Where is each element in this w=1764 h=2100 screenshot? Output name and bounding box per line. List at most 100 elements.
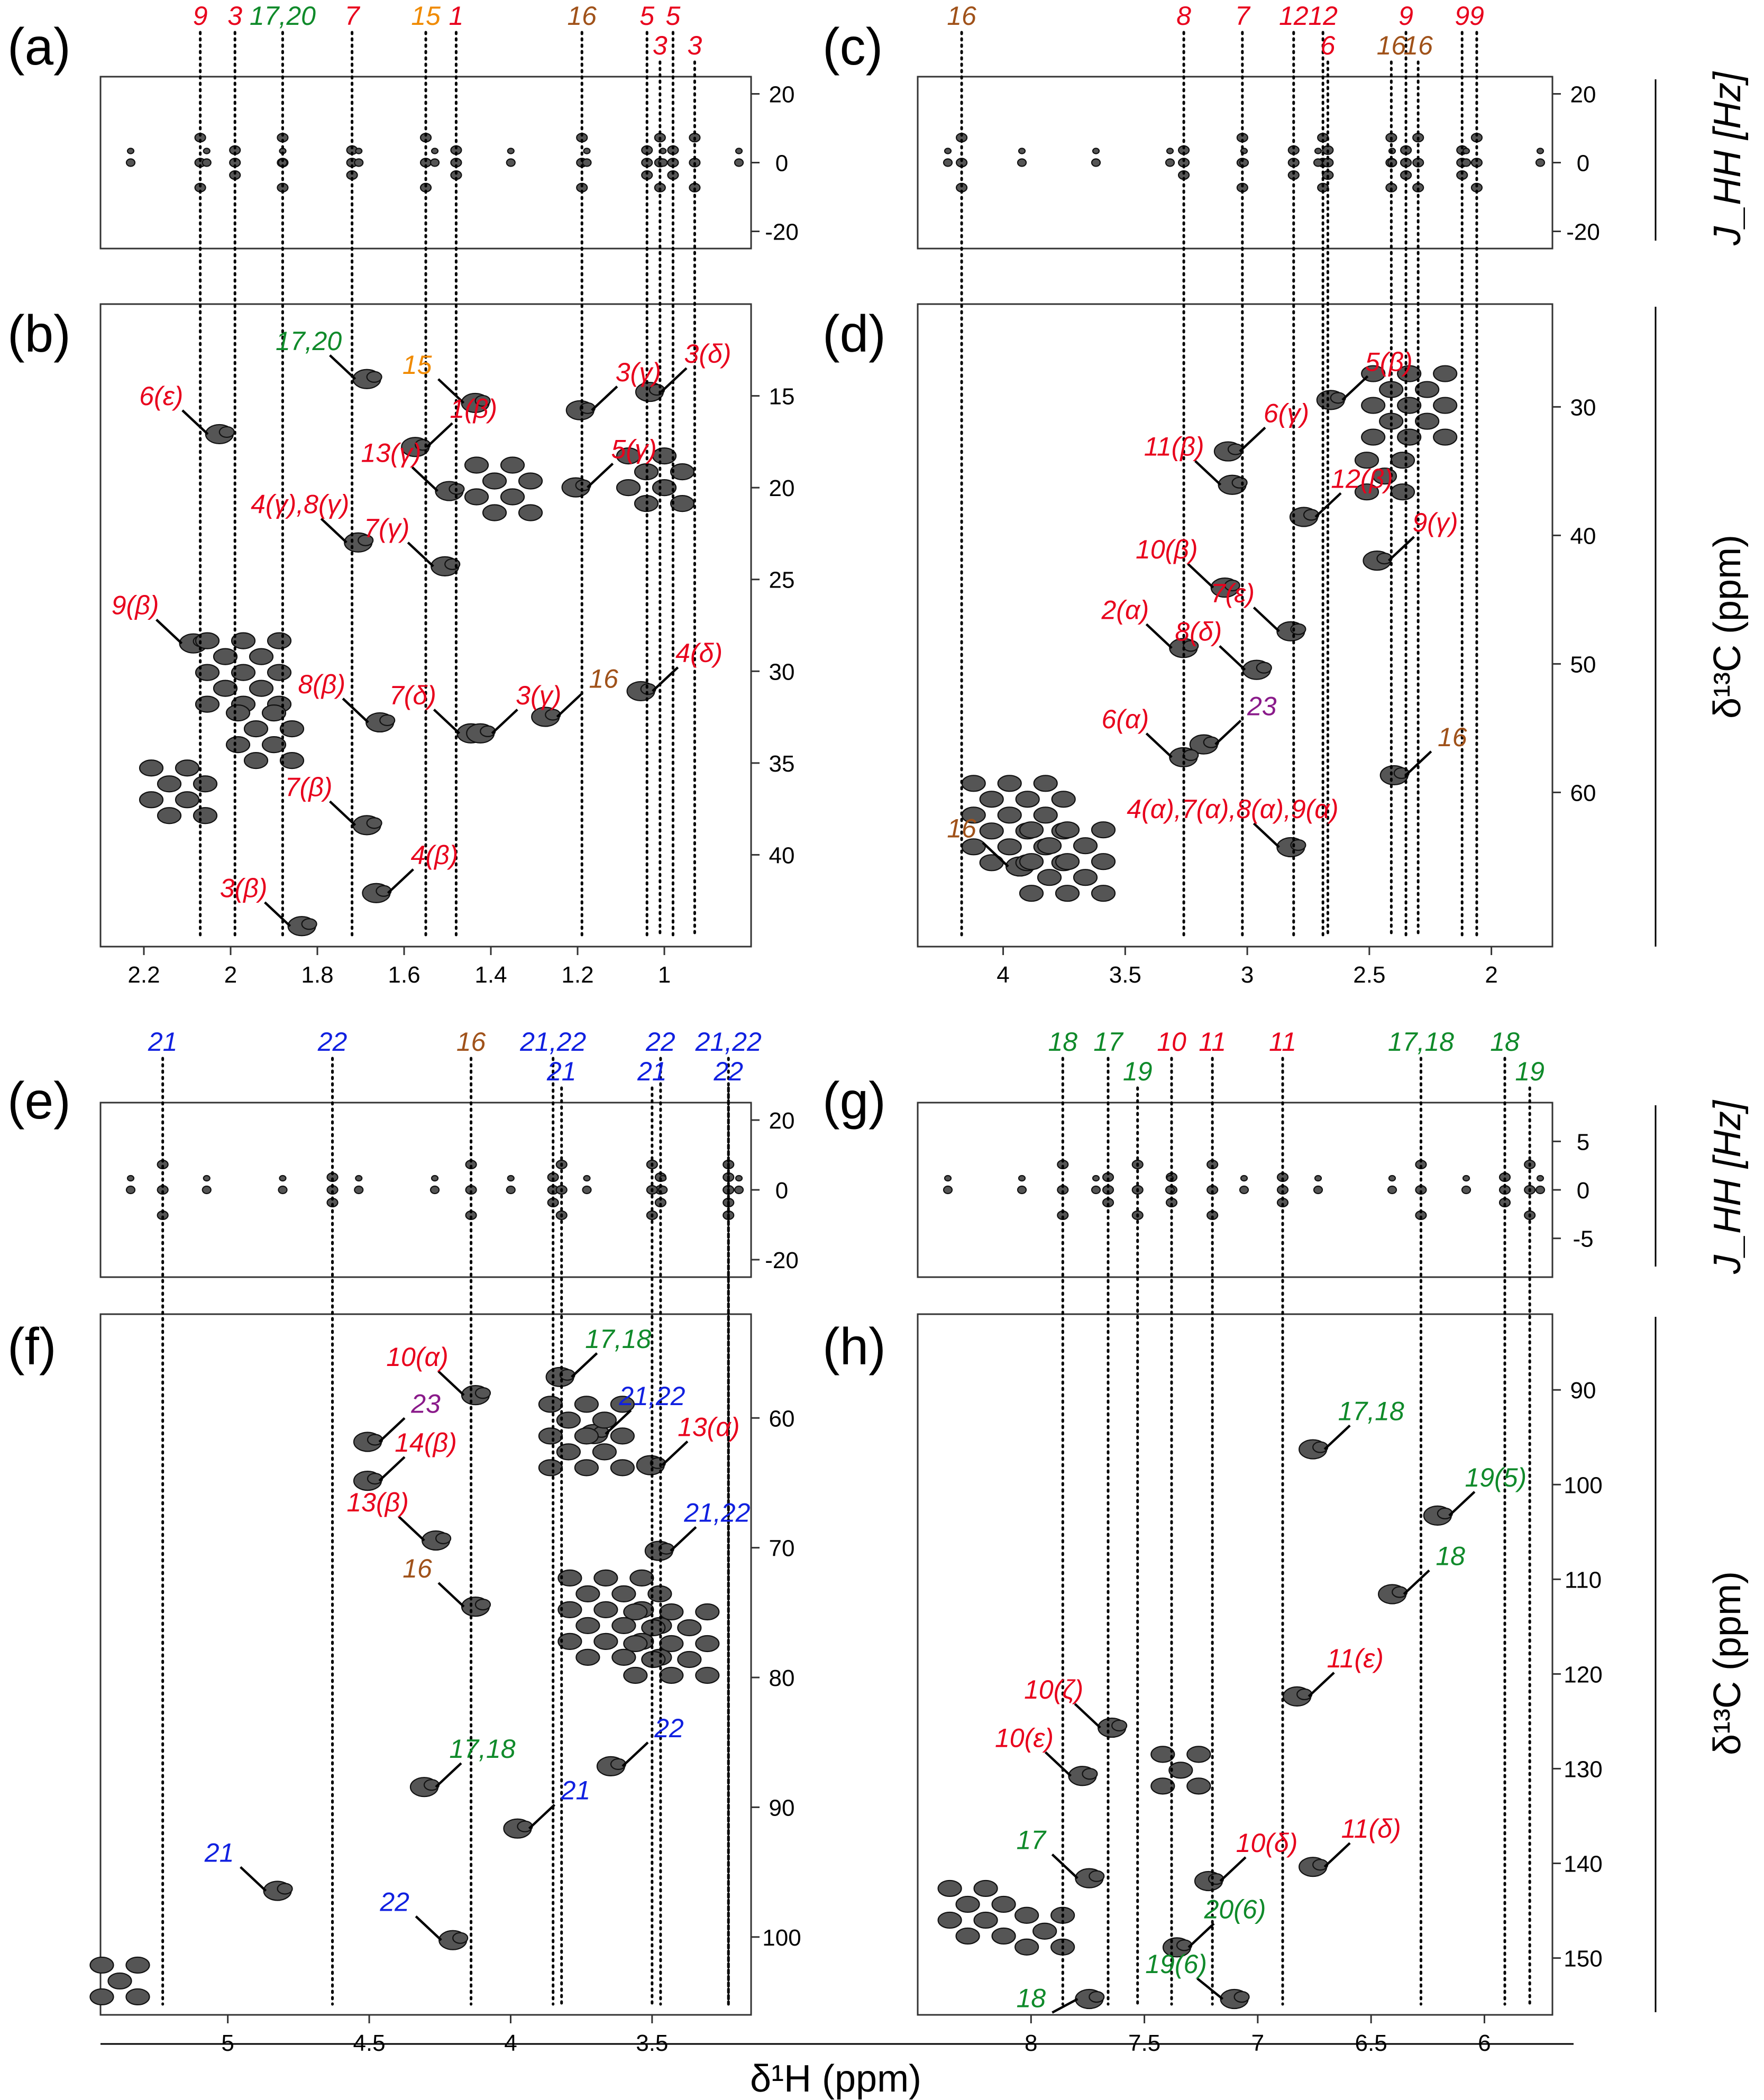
panel-g-peak-label: 18	[1048, 1027, 1077, 1057]
panel-b-leader-line	[433, 709, 460, 735]
panel-f-cluster-peak	[695, 1666, 720, 1684]
panel-f-cluster-peak	[593, 1601, 618, 1618]
panel-h-annotation: 11(δ)	[1341, 1814, 1401, 1844]
c13-axis-title-top: δ¹³C (ppm)	[1706, 535, 1749, 719]
panel-c-multiplet-peak	[1091, 158, 1101, 167]
panel-b-xtick-label: 1.8	[301, 962, 333, 988]
panel-f-cluster-peak	[575, 1585, 600, 1602]
panel-h-ytick-label: 100	[1564, 1472, 1602, 1498]
panel-b-xtick-label: 1	[658, 962, 671, 988]
panel-f-leader-line	[378, 1456, 406, 1482]
panel-d-cluster-peak	[1019, 853, 1044, 870]
panel-d-leader-line	[1194, 460, 1222, 486]
panel-d-leader-line	[1187, 563, 1214, 589]
panel-f-annotation: 23	[410, 1389, 441, 1418]
panel-f-cluster-peak	[538, 1396, 563, 1413]
panel-f-annotation: 22	[379, 1887, 409, 1917]
panel-b-cross-peak	[474, 395, 491, 407]
panel-f-cluster-peak	[557, 1633, 582, 1650]
panel-b-cluster-peak	[231, 632, 256, 649]
panel-d-cluster-peak	[1390, 483, 1415, 501]
panel-d-cluster-peak	[1361, 428, 1386, 446]
panel-g-multiplet-peak	[1535, 1185, 1546, 1195]
panel-f-cluster-peak	[695, 1603, 720, 1621]
panel-a-multiplet-peak	[734, 158, 744, 167]
panel-b-cluster-peak	[518, 472, 543, 490]
panel-label-b: (b)	[7, 305, 71, 363]
panel-f-cluster-peak	[610, 1459, 635, 1477]
panel-h-annotation: 17,18	[1338, 1397, 1404, 1426]
panel-b-cluster-peak	[213, 680, 238, 697]
panel-b-xtick-label: 1.4	[474, 962, 507, 988]
panel-h-cluster-peak	[1150, 1777, 1175, 1795]
panel-b-cross-peak	[301, 918, 317, 930]
panel-f-cluster-peak	[574, 1396, 599, 1413]
panel-d-cross-peak	[1256, 662, 1272, 674]
panel-b-cluster-peak	[175, 759, 200, 777]
panel-b-leader-line	[587, 462, 614, 489]
panel-d-cluster-peak	[997, 775, 1022, 792]
jhh-axis-title-bottom: J_HH [Hz]	[1706, 1099, 1749, 1274]
panel-d-cluster-peak	[979, 791, 1004, 808]
panel-h-leader-line	[1074, 1703, 1101, 1729]
panel-h-leader-line	[1403, 1569, 1430, 1595]
panel-h-cluster-peak	[1032, 1922, 1057, 1940]
panel-f-annotation: 17,18	[585, 1324, 651, 1354]
panel-f-annotation: 13(α)	[678, 1413, 739, 1442]
panel-d-cluster-peak	[1015, 791, 1040, 808]
panel-a-multiplet-peak	[431, 148, 439, 154]
panel-label-d: (d)	[822, 305, 886, 363]
panel-b-leader-line	[652, 666, 679, 692]
panel-b-cross-peak	[444, 558, 461, 570]
panel-a-multiplet-peak	[354, 158, 364, 167]
panel-h-ytick-label: 90	[1570, 1378, 1596, 1404]
panel-e-multiplet-peak	[203, 1175, 211, 1182]
panel-b-leader-line	[264, 901, 291, 927]
panel-h-ytick-label: 110	[1565, 1567, 1602, 1593]
panel-d-cluster-peak	[1379, 381, 1404, 398]
panel-h-annotation: 17	[1016, 1826, 1047, 1855]
panel-h-annotation: 10(ε)	[995, 1723, 1054, 1753]
panel-d-ytick-label: 40	[1570, 523, 1596, 549]
panel-f-ytick-label: 70	[769, 1536, 795, 1562]
panel-b-annotation: 4(γ),8(γ)	[251, 490, 349, 519]
panel-e-peak-label: 22	[645, 1027, 675, 1057]
panel-b-cluster-peak	[243, 752, 269, 769]
panel-h-annotation: 20(6)	[1204, 1894, 1266, 1924]
panel-h-cluster-peak	[1014, 1906, 1039, 1924]
panel-f-frame	[99, 1313, 752, 2016]
panel-f-annotation: 21	[204, 1838, 234, 1867]
panel-b-cluster-peak	[231, 664, 256, 681]
panel-f-leader-line	[661, 1441, 689, 1466]
panel-d-leader-line	[1405, 750, 1432, 776]
panel-f-annotation: 16	[403, 1554, 432, 1583]
panel-f-leader-line	[415, 1915, 442, 1941]
panel-b-cross-peak	[366, 371, 382, 383]
panel-d-cluster-peak	[1354, 483, 1379, 501]
panel-g-multiplet-peak	[1536, 1175, 1544, 1182]
panel-h-ytick-label: 120	[1564, 1662, 1602, 1688]
panel-e-multiplet-peak	[431, 1175, 439, 1182]
panel-h-ytick-label: 140	[1564, 1851, 1602, 1877]
panel-g-ytick-label: 0	[1577, 1178, 1589, 1204]
panel-f-cross-peak	[277, 1883, 293, 1895]
panel-b-cluster-peak	[225, 704, 251, 722]
panel-d-cluster-peak	[1091, 853, 1116, 870]
panel-c-multiplet-peak	[1092, 148, 1100, 154]
panel-c-ytick-label: -20	[1566, 219, 1600, 245]
panel-f-cluster-peak	[611, 1585, 636, 1602]
panel-e-peaks	[125, 1159, 744, 1221]
panel-h-annotation: 10(ζ)	[1024, 1675, 1083, 1704]
panel-c-multiplet-peak	[1535, 158, 1546, 167]
panel-b-annotation: 3(δ)	[684, 339, 732, 369]
panel-h-cross-peak	[1082, 1768, 1098, 1780]
panel-c-multiplet-peak	[1536, 148, 1544, 154]
panel-f-cluster-peak	[575, 1617, 600, 1634]
panel-c-peak-label: 16	[947, 1, 976, 31]
panel-b-leader-line	[591, 386, 618, 411]
panel-d-ytick-label: 30	[1570, 395, 1596, 420]
panel-b-annotation: 4(β)	[411, 840, 459, 870]
panel-b-ytick-label: 15	[769, 384, 795, 410]
panel-f-cluster-peak	[611, 1648, 636, 1666]
panel-b-leader-line	[426, 422, 453, 448]
